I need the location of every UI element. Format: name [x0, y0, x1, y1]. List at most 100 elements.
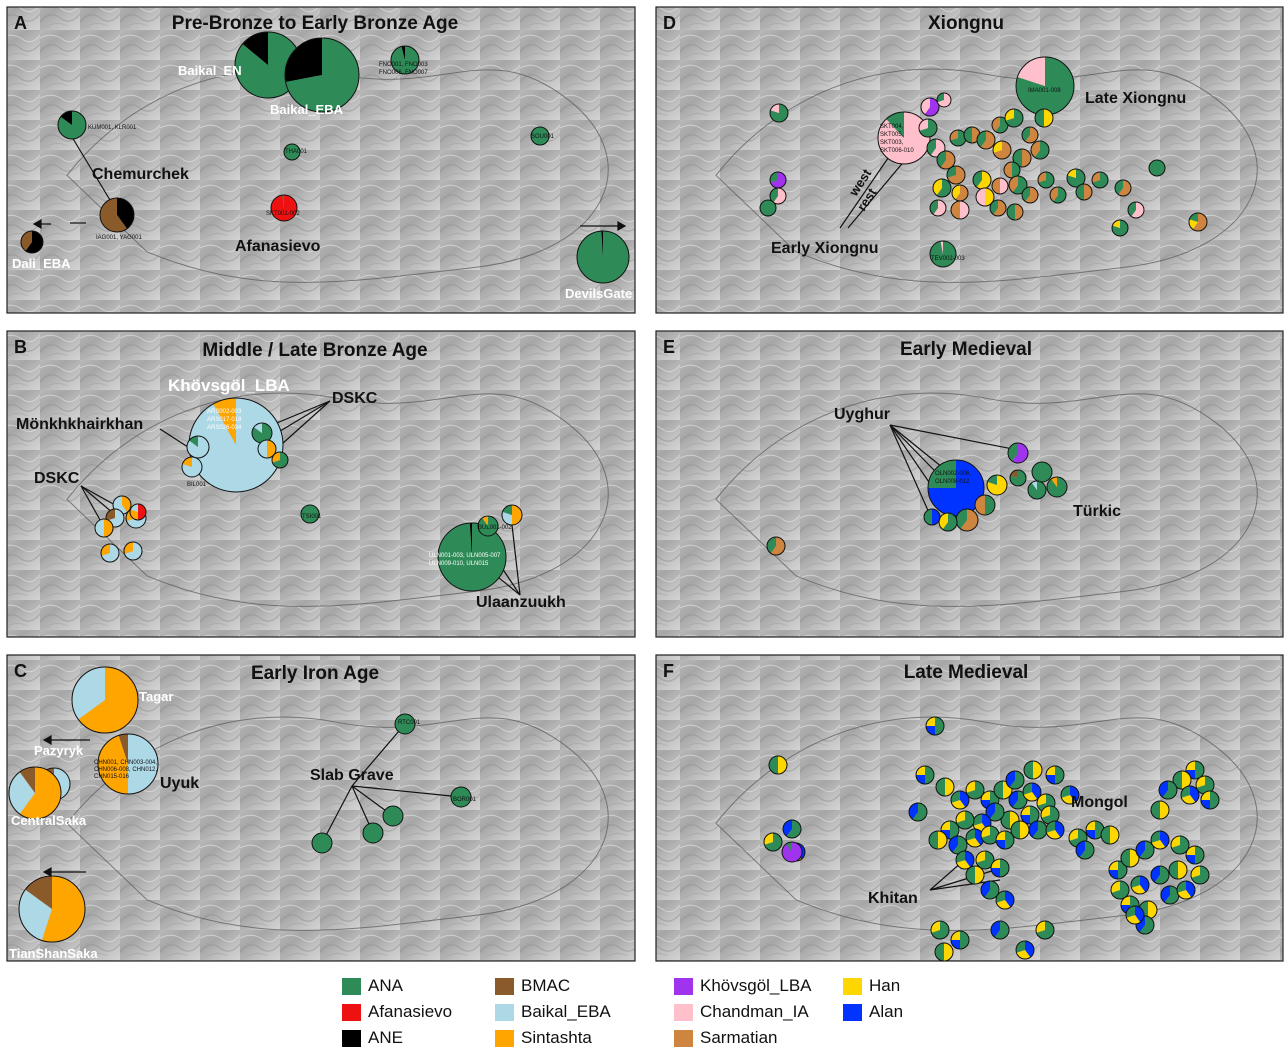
- pie-slice-ana: [1000, 859, 1009, 877]
- pie-chart-marker: [1010, 820, 1030, 840]
- pie-slice-sintashta: [1051, 477, 1057, 487]
- pie-slice-ana: [1047, 477, 1068, 498]
- pie-slice-alan: [1070, 786, 1079, 803]
- pie-slice-alan: [926, 726, 935, 735]
- pie-slice-ana: [973, 171, 982, 188]
- pie-slice-baikal_eba: [182, 457, 203, 478]
- pie-slice-ana: [576, 231, 629, 284]
- pie-slice-ana: [989, 803, 1005, 821]
- pie-chart-marker: [920, 97, 940, 117]
- pie-outline: [929, 199, 947, 217]
- pie-slice-ana: [1189, 213, 1198, 222]
- pie-slice-ana: [996, 891, 1005, 903]
- arrow-head-icon: [617, 220, 627, 232]
- pie-outline: [382, 805, 404, 827]
- pie-slice-ana: [282, 195, 284, 208]
- label-tianshansaka: TianShanSaka: [9, 946, 98, 961]
- pie-slice-ana: [1164, 885, 1179, 905]
- pie-chart-marker: [530, 126, 550, 146]
- pie-outline: [394, 713, 416, 735]
- label-dali-eba: Dali_EBA: [12, 256, 71, 271]
- pie-slice-ana: [927, 139, 936, 156]
- pie-slice-sintashta: [267, 440, 276, 458]
- pie-slice-ana: [234, 32, 301, 98]
- pie-chart-marker: [362, 822, 384, 844]
- pie-slice-alan: [1025, 941, 1034, 958]
- pie-outline: [769, 103, 789, 123]
- pie-chart-marker: [974, 494, 996, 516]
- legend-item-khovsgol-lba: Khövsgöl_LBA: [674, 976, 812, 996]
- pie-chart-marker: [955, 850, 975, 870]
- pie-slice-alan: [1135, 906, 1144, 923]
- pie-outline: [1168, 860, 1188, 880]
- pie-outline: [766, 536, 786, 556]
- pie-slice-chandman_ia: [921, 98, 930, 115]
- label-centralsaka: CentralSaka: [11, 813, 87, 828]
- pie-slice-ane: [117, 198, 135, 229]
- pie-chart-marker: [1150, 830, 1170, 850]
- pie-slice-alan: [960, 791, 969, 808]
- pie-slice-han: [1110, 826, 1119, 844]
- pie-slice-han: [951, 800, 966, 809]
- pie-chart-marker: [1135, 840, 1155, 860]
- pie-chart-marker: [949, 129, 967, 147]
- pie-slice-ana: [886, 112, 904, 138]
- pie-chart-marker: [283, 143, 301, 161]
- pie-slice-alan: [916, 775, 925, 784]
- pie-chart-marker: [1100, 825, 1120, 845]
- pie-slice-alan: [1021, 815, 1030, 824]
- pie-outline: [1009, 469, 1027, 487]
- pie-slice-ana: [57, 111, 86, 140]
- pie-slice-bmac: [106, 509, 115, 521]
- pie-outline: [1022, 782, 1042, 802]
- pie-slice-ana: [1195, 846, 1204, 864]
- pie-outline: [992, 140, 1012, 160]
- pie-slice-han: [981, 826, 990, 838]
- pie-outline: [1037, 171, 1055, 189]
- pie-slice-han: [966, 781, 975, 793]
- pie-slice-sarmatian: [1025, 187, 1039, 204]
- pie-outline: [97, 733, 159, 795]
- pie-slice-ana: [1131, 876, 1140, 888]
- label-dskc-top: DSKC: [332, 390, 378, 407]
- pie-slice-sintashta: [182, 457, 192, 467]
- pie-outline: [1135, 840, 1155, 860]
- arrow-head-icon: [42, 866, 52, 878]
- pie-chart-marker: [300, 504, 320, 524]
- pie-chart-marker: [271, 451, 289, 469]
- pie-slice-han: [1109, 861, 1118, 870]
- label-slab-grave: Slab Grave: [310, 767, 394, 784]
- pie-chart-marker: [980, 825, 1000, 845]
- pie-slice-baikal_eba: [502, 511, 512, 525]
- pie-slice-ana: [1061, 786, 1070, 798]
- site-kum: KUM001, KLR001: [88, 125, 137, 131]
- pie-slice-ana: [990, 200, 998, 215]
- pie-slice-sarmatian: [1009, 176, 1018, 193]
- panel-e-letter: E: [663, 337, 675, 357]
- pie-outline: [1066, 168, 1086, 188]
- pie-slice-sintashta: [41, 876, 85, 942]
- site-chn-a: CHN001, CHN003-004,: [94, 760, 157, 766]
- legend-swatch-sintashta: [495, 1029, 514, 1047]
- pie-outline: [955, 850, 975, 870]
- site-oln-b: OLN008-012: [935, 479, 970, 485]
- pie-slice-ane: [469, 523, 472, 557]
- site-ima: IMA001-008: [1028, 88, 1061, 94]
- pie-slice-sintashta: [124, 542, 133, 554]
- pie-chart-marker: [257, 439, 277, 459]
- pie-slice-ana: [966, 866, 975, 884]
- pie-slice-alan: [1055, 821, 1064, 838]
- pie-slice-ana: [1092, 172, 1108, 188]
- pie-slice-ana: [1126, 906, 1135, 918]
- pie-chart-marker: [769, 171, 787, 189]
- pie-chart-marker: [1012, 148, 1032, 168]
- pie-slice-ana: [947, 166, 956, 178]
- pie-chart-marker: [57, 110, 87, 140]
- pie-chart-marker: [1200, 790, 1220, 810]
- pie-slice-han: [976, 171, 992, 189]
- pie-outline: [257, 439, 277, 459]
- pie-outline: [100, 543, 120, 563]
- pie-slice-alan: [1076, 841, 1085, 858]
- pie-outline: [1150, 800, 1170, 820]
- pie-slice-alan: [1140, 876, 1149, 893]
